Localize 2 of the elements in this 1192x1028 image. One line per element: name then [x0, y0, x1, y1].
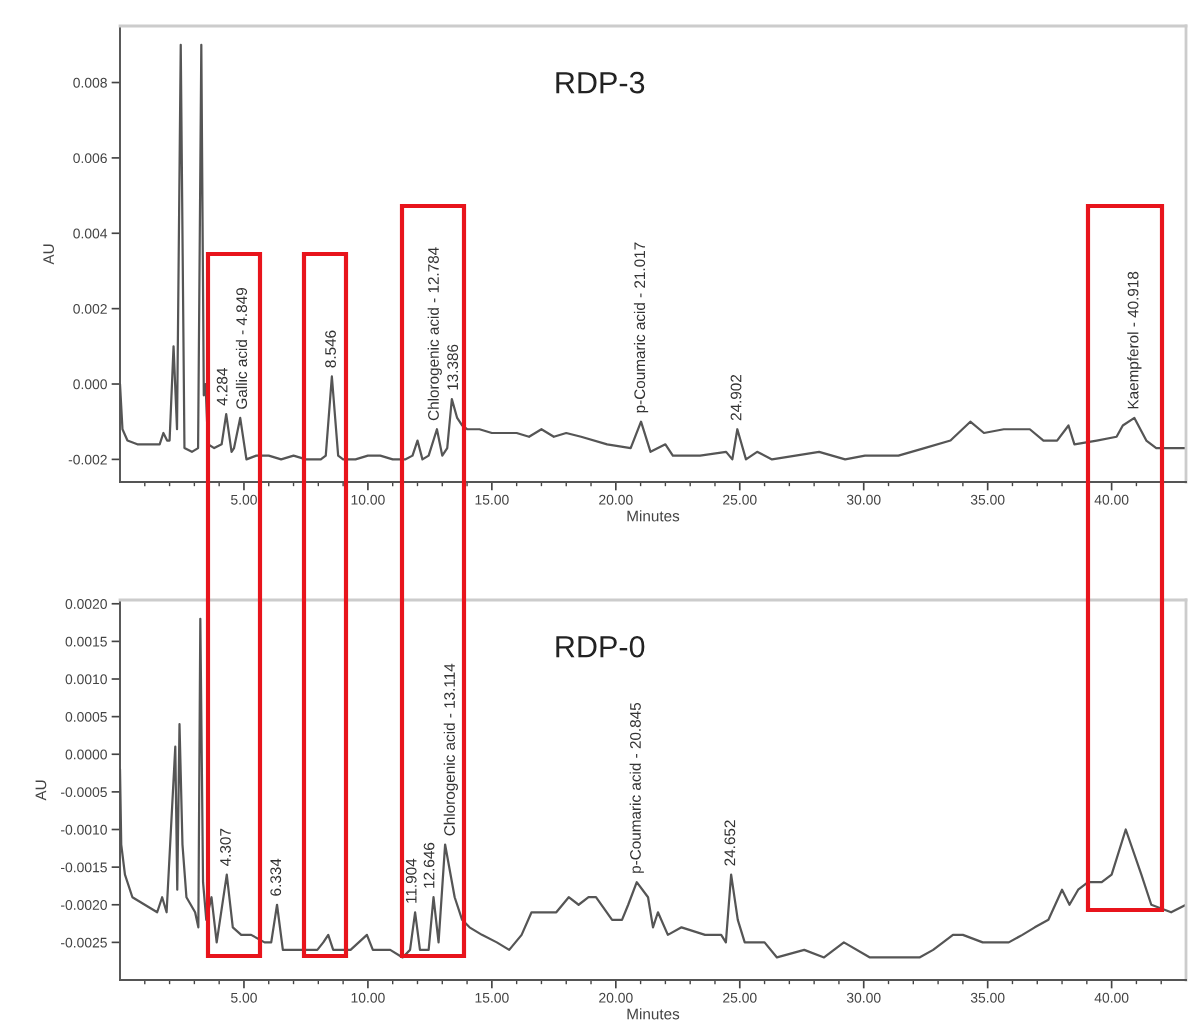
- text: RDP-3: [556, 71, 645, 94]
- text: RDP-0: [556, 635, 645, 658]
